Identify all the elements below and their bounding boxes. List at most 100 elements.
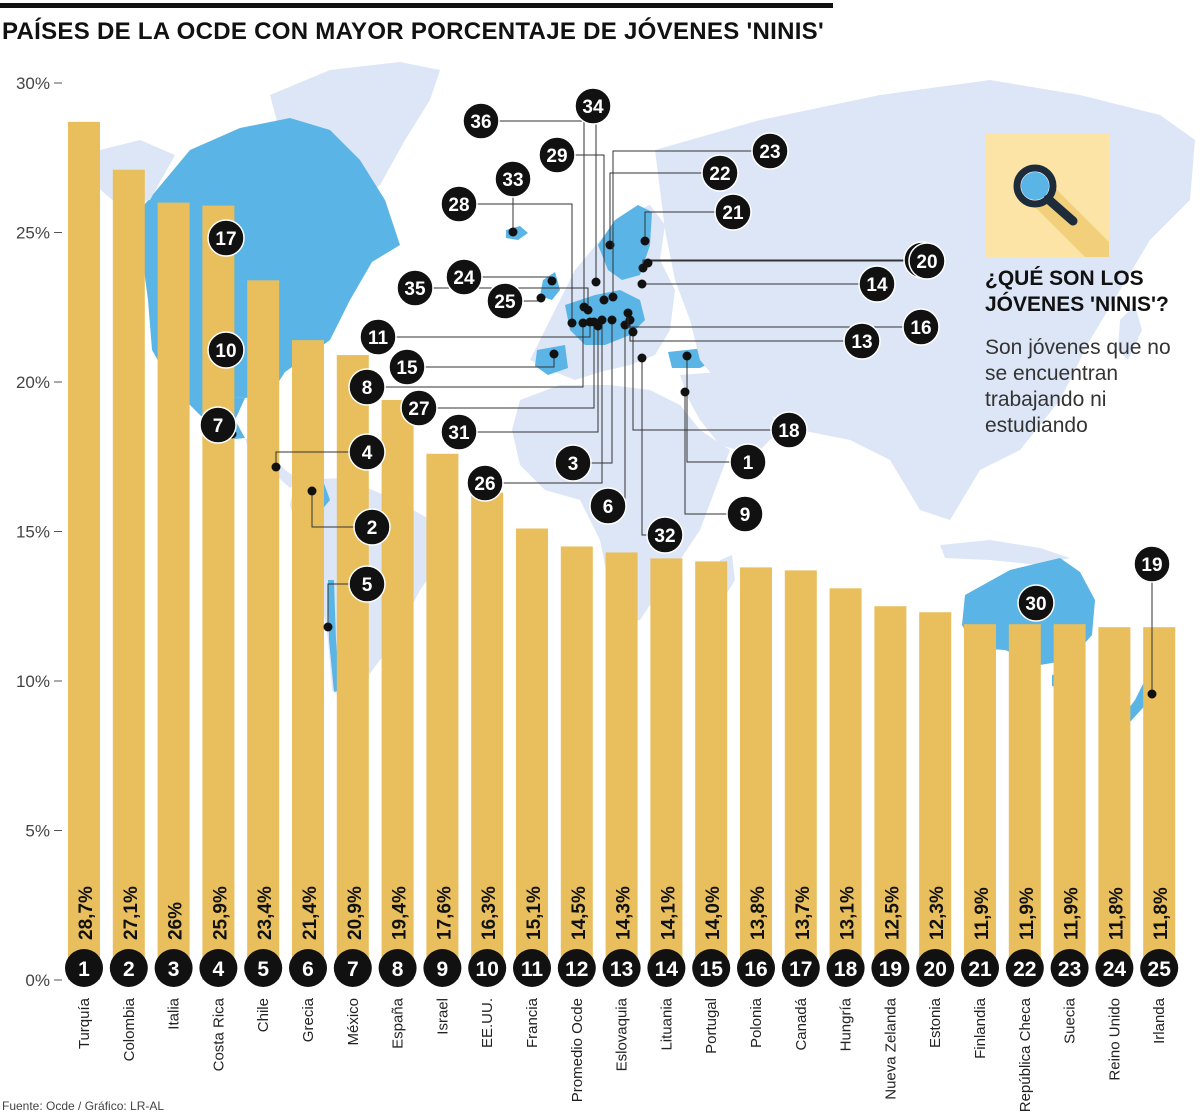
rank-badge [826,949,865,987]
x-category-label: Reino Unido [1106,998,1123,1081]
y-tick-label: 10% [16,672,50,691]
rank-badge [557,949,596,987]
map-marker-badge [440,413,478,451]
rank-badge [1095,949,1134,987]
map-marker-badge [388,348,426,386]
bar-value-label: 12,5% [882,886,903,940]
map-marker-badge [466,464,504,502]
page-title: PAÍSES DE LA OCDE CON MAYOR PORCENTAJE D… [2,18,824,45]
rank-number: 8 [392,958,404,981]
bar [1098,627,1131,980]
map-marker-badge [462,102,500,140]
map-marker-badge [1133,545,1171,583]
bar-value-label: 20,9% [345,886,366,940]
map-marker-badge [400,389,438,427]
bar-value-label: 23,4% [255,886,276,940]
marker-dot [599,295,609,305]
rank-number: 12 [565,958,588,981]
map-marker-badge [589,487,627,525]
x-category-label: Canadá [793,997,810,1050]
rank-badge [109,949,148,987]
marker-leader-line [459,203,573,323]
bar-value-label: 19,4% [390,886,411,940]
marker-dot [643,258,653,268]
bar [560,546,593,980]
marker-dot [628,327,638,337]
map-marker-number: 28 [448,195,469,216]
bar [829,588,862,980]
x-category-label: Finlandia [972,997,989,1059]
info-text: Son jóvenes que no se encuentran trabaja… [985,336,1171,437]
bar [964,624,996,980]
rank-number: 4 [213,958,225,981]
x-category-label: EE.UU. [479,998,496,1048]
rank-number: 22 [1013,958,1036,981]
rank-number: 5 [257,958,269,981]
map-marker-number: 11 [368,328,389,349]
map-marker-number: 17 [215,229,236,250]
rank-badge [65,949,103,987]
map-marker-badge [486,282,524,320]
x-category-label: Polonia [748,997,765,1048]
rank-number: 7 [347,958,359,981]
x-category-label: España [390,997,407,1049]
marker-leader-line [275,451,367,467]
map-marker-badge [729,443,767,481]
map-marker-number: 29 [546,146,567,167]
map-marker-badge [348,433,386,471]
rank-number: 19 [879,958,902,981]
map-marker-number: 16 [910,318,931,339]
map-marker-number: 23 [759,142,780,163]
map-middle-east [680,372,780,455]
map-marker-number: 13 [851,332,872,353]
rank-number: 25 [1148,958,1172,981]
bar [516,528,548,980]
rank-number: 13 [610,958,633,981]
bar-value-label: 14,1% [658,886,679,940]
rank-badge [916,949,955,987]
map-marker-number: 35 [404,279,426,300]
rank-number: 1 [78,958,90,981]
rank-number: 10 [476,958,499,981]
map-marker-number: 18 [778,421,799,442]
marker-dot [637,353,647,363]
rank-badge [737,949,775,987]
map-marker-badge [574,87,612,125]
bar-value-label: 17,6% [434,886,455,940]
rank-number: 24 [1103,958,1127,981]
bar-value-label: 25,9% [210,886,231,940]
map-marker-number: 10 [215,341,236,362]
marker-dot [579,302,589,312]
map-marker-number: 1 [743,453,754,474]
x-category-label: México [345,998,362,1046]
bar-value-label: 12,3% [927,886,948,940]
map-marker-badge [770,411,808,449]
marker-dot [307,486,317,496]
map-marker-number: 6 [603,497,614,518]
x-category-label: Nueva Zelanda [882,997,899,1099]
bar [1008,624,1041,980]
bar [292,340,324,980]
map-marker-number: 4 [362,443,373,464]
map-marker-badge [207,331,245,369]
rank-badge [1050,949,1089,987]
map-indonesia [940,540,1070,565]
rank-badge [468,949,507,987]
bar-value-label: 13,8% [748,886,769,940]
x-category-label: Irlanda [1151,997,1168,1044]
rank-badge [333,949,372,987]
rank-badge [871,949,910,987]
map-marker-number: 33 [502,170,523,191]
marker-leader-line [627,313,921,328]
marker-dot [549,349,559,359]
bar-value-label: 16,3% [479,886,500,940]
bar [919,612,952,980]
rank-badge [961,949,999,987]
map-marker-badge [751,132,789,170]
x-category-label: Portugal [703,998,720,1054]
marker-dot [623,308,633,318]
rank-badge [602,949,641,987]
y-tick-label: 0% [25,971,50,990]
bar [68,121,100,981]
